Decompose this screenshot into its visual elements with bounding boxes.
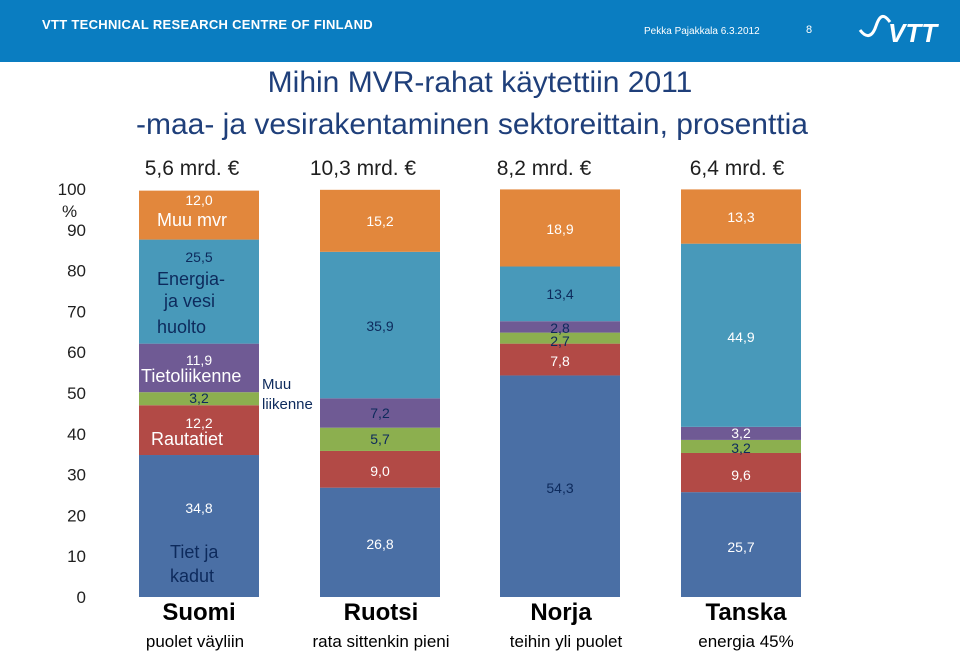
bar-segment: [139, 343, 259, 393]
bar-segment: [139, 239, 259, 344]
bar-segment: [320, 398, 440, 428]
bar-total-label: 10,3 mrd. €: [310, 157, 417, 180]
data-label: 15,2: [366, 213, 393, 229]
bar-segment: [139, 455, 259, 597]
bar-segment: [681, 439, 801, 453]
series-label-tiet: Tiet ja: [170, 542, 219, 562]
data-label: 11,9: [186, 352, 212, 368]
x-category-label: Suomi: [162, 599, 235, 626]
data-label: 5,7: [370, 431, 390, 447]
data-label: 7,2: [370, 405, 390, 421]
series-label-tietoliikenne: Tietoliikenne: [141, 366, 241, 386]
bar-segment: [139, 405, 259, 456]
y-tick-label: 30: [67, 466, 86, 485]
series-label-muu-liikenne: liikenne: [262, 396, 313, 413]
title-line-2: -maa- ja vesirakentaminen sektoreittain,…: [136, 108, 808, 141]
data-label: 2,8: [550, 320, 570, 336]
data-label: 18,9: [546, 221, 573, 237]
bar-segment: [681, 492, 801, 597]
y-tick-label: 70: [67, 302, 86, 321]
x-category-label: Tanska: [706, 599, 788, 626]
x-category-label: Ruotsi: [344, 599, 419, 626]
bar-segment: [500, 266, 620, 322]
y-tick-label: 80: [67, 262, 86, 281]
series-label-muu-mvr: Muu mvr: [157, 210, 227, 230]
y-tick-label: 10: [67, 547, 86, 566]
y-tick-label: 20: [67, 506, 86, 525]
bar-segment: [500, 321, 620, 333]
bar-segment: [681, 426, 801, 440]
bar-total-label: 8,2 mrd. €: [497, 157, 592, 180]
category-subtitle: teihin yli puolet: [510, 632, 623, 651]
bar-segment: [681, 189, 801, 244]
data-label: 9,0: [370, 463, 390, 479]
bar-segment: [139, 190, 259, 240]
bar-segment: [320, 251, 440, 399]
data-label: 9,6: [731, 467, 751, 483]
page-number: 8: [806, 24, 813, 36]
bar-segment: [500, 375, 620, 597]
data-label: 25,5: [185, 249, 212, 265]
author-date: Pekka Pajakkala 6.3.2012: [644, 26, 760, 37]
organization-name: VTT TECHNICAL RESEARCH CENTRE OF FINLAND: [42, 17, 373, 32]
data-label: 7,8: [550, 353, 570, 369]
data-label: 44,9: [727, 329, 754, 345]
data-label: 3,2: [731, 440, 751, 456]
series-label-rautatiet: Rautatiet: [151, 429, 223, 449]
x-category-label: Norja: [530, 599, 592, 626]
bar-segment: [500, 332, 620, 344]
category-subtitle: puolet väyliin: [146, 632, 244, 651]
data-label: 12,0: [185, 192, 212, 208]
data-label: 13,4: [546, 286, 573, 302]
title-line-1: Mihin MVR-rahat käytettiin 2011: [267, 66, 693, 99]
bar-segment: [681, 243, 801, 427]
bar-segment: [139, 392, 259, 406]
y-tick-label: 40: [67, 425, 86, 444]
y-axis-label: %: [62, 202, 77, 221]
y-tick-label: 60: [67, 343, 86, 362]
bar-total-label: 5,6 mrd. €: [145, 157, 240, 180]
data-label: 34,8: [185, 500, 212, 516]
y-tick-label: 90: [67, 221, 86, 240]
data-label: 54,3: [546, 480, 573, 496]
bar-segment: [500, 343, 620, 376]
data-label: 12,2: [185, 415, 212, 431]
category-subtitle: energia 45%: [698, 632, 793, 651]
bar-total-label: 6,4 mrd. €: [690, 157, 785, 180]
series-label-energia: ja vesi: [163, 291, 215, 311]
series-label-energia: Energia-: [157, 269, 225, 289]
category-subtitle: rata sittenkin pieni: [312, 632, 449, 651]
bar-segment: [681, 452, 801, 493]
bar-segment: [320, 427, 440, 451]
y-tick-label: 100: [58, 180, 86, 199]
bar-segment: [320, 189, 440, 252]
data-label: 13,3: [727, 209, 754, 225]
data-label: 35,9: [366, 318, 393, 334]
bar-segment: [320, 487, 440, 597]
series-label-tiet: kadut: [170, 566, 214, 586]
series-label-muu-liikenne: Muu: [262, 376, 291, 393]
header-bar: VTT TECHNICAL RESEARCH CENTRE OF FINLAND…: [0, 0, 960, 62]
y-tick-label: 50: [67, 384, 86, 403]
bar-segment: [320, 450, 440, 488]
logo-text: VTT: [888, 18, 939, 48]
data-label: 25,7: [727, 539, 754, 555]
series-label-energia: huolto: [157, 317, 206, 337]
data-label: 3,2: [189, 390, 209, 406]
data-label: 26,8: [366, 536, 393, 552]
y-tick-label: 0: [77, 588, 86, 607]
data-label: 3,2: [731, 425, 751, 441]
data-label: 2,7: [550, 333, 570, 349]
logo-swoosh-icon: [858, 15, 892, 37]
vtt-logo: VTT: [858, 15, 939, 48]
bar-segment: [500, 189, 620, 267]
